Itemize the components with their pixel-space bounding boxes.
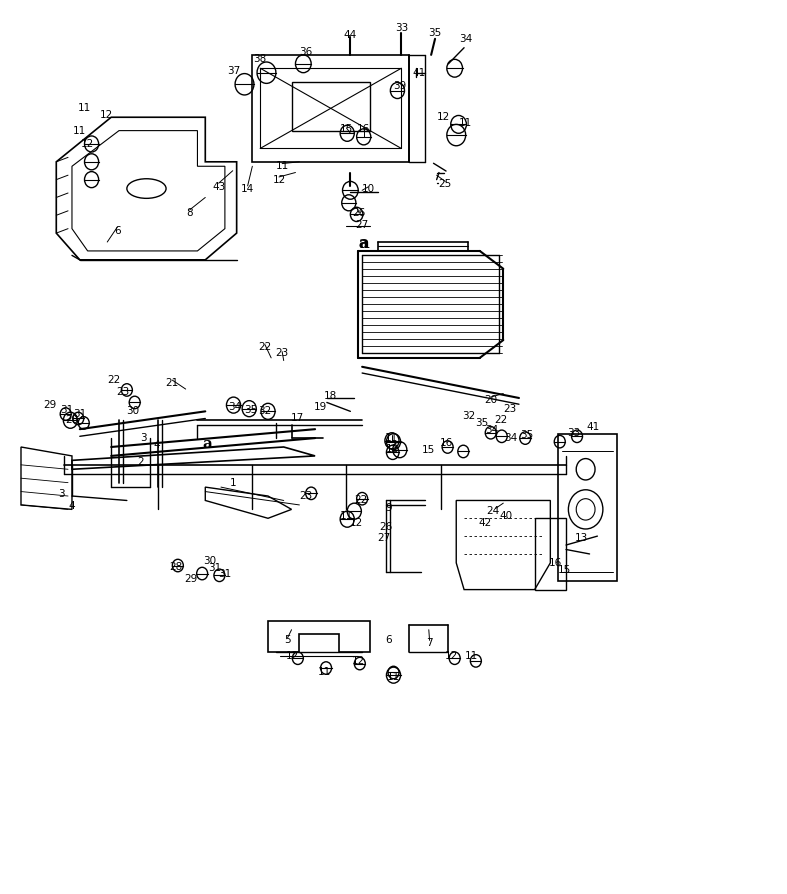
Text: 11: 11 (340, 510, 353, 520)
Text: 22: 22 (494, 416, 508, 426)
Text: 16: 16 (357, 124, 371, 134)
Text: 27: 27 (378, 533, 390, 543)
Text: 35: 35 (475, 417, 488, 428)
Text: 1: 1 (231, 477, 237, 487)
Text: 7: 7 (427, 638, 433, 648)
Text: a: a (359, 237, 368, 251)
Text: 9: 9 (386, 502, 392, 512)
Text: 23: 23 (116, 387, 130, 397)
Text: 32: 32 (462, 411, 475, 421)
Text: 14: 14 (241, 183, 254, 193)
Text: 23: 23 (299, 491, 312, 501)
Text: 21: 21 (166, 378, 179, 388)
Text: 11: 11 (465, 652, 478, 662)
Text: 11: 11 (275, 161, 289, 172)
Text: 26: 26 (379, 522, 392, 532)
Text: 24: 24 (486, 506, 500, 516)
Text: 37: 37 (227, 66, 240, 76)
Text: 25: 25 (438, 179, 452, 190)
Text: 35: 35 (244, 406, 257, 416)
Text: 12: 12 (386, 443, 399, 454)
Text: 10: 10 (362, 183, 375, 193)
Text: 18: 18 (324, 392, 338, 401)
Text: 12: 12 (286, 651, 299, 661)
Text: a: a (203, 437, 212, 451)
Text: 19: 19 (314, 402, 327, 412)
Text: a: a (358, 235, 369, 252)
Text: 31: 31 (73, 409, 87, 419)
Text: 34: 34 (459, 34, 472, 44)
Bar (534, 519, 566, 590)
Text: 31: 31 (218, 569, 231, 579)
Text: 2: 2 (138, 457, 144, 468)
Text: 15: 15 (558, 565, 571, 575)
Text: 12: 12 (437, 113, 450, 122)
Text: 12: 12 (81, 139, 94, 149)
Text: 29: 29 (183, 574, 197, 584)
Text: 42: 42 (478, 518, 492, 527)
Text: 3: 3 (57, 489, 65, 499)
Text: 23: 23 (275, 349, 289, 358)
Text: 12: 12 (272, 174, 286, 185)
Text: 41: 41 (412, 68, 425, 78)
Text: 35: 35 (520, 429, 534, 440)
Text: 41: 41 (587, 421, 600, 432)
Text: 3: 3 (140, 433, 146, 443)
Text: 30: 30 (126, 407, 139, 417)
Text: 22: 22 (107, 375, 120, 385)
Text: 36: 36 (299, 47, 312, 57)
Text: 33: 33 (567, 427, 581, 438)
Text: 34: 34 (228, 402, 242, 412)
Text: 11: 11 (73, 126, 87, 136)
Text: 29: 29 (43, 401, 57, 410)
Text: 15: 15 (340, 124, 353, 134)
Text: 16: 16 (549, 558, 562, 568)
Text: 6: 6 (114, 226, 120, 236)
Text: 23: 23 (503, 404, 516, 414)
Text: 34: 34 (504, 433, 518, 443)
Text: 12: 12 (445, 652, 458, 662)
Text: 4: 4 (153, 440, 160, 451)
Text: 11: 11 (78, 104, 91, 114)
Text: 22: 22 (258, 342, 272, 352)
Text: 28: 28 (65, 416, 79, 426)
Text: 12: 12 (352, 656, 365, 666)
Text: 16: 16 (440, 437, 453, 448)
Text: 26: 26 (353, 208, 366, 218)
Text: 11: 11 (387, 672, 400, 682)
Text: 38: 38 (253, 55, 267, 64)
Text: 44: 44 (344, 30, 357, 40)
Text: 35: 35 (428, 28, 442, 38)
Text: 30: 30 (203, 556, 216, 566)
Text: 40: 40 (500, 510, 513, 520)
Text: 27: 27 (356, 220, 369, 230)
Text: 11: 11 (386, 433, 398, 443)
Text: 4: 4 (68, 501, 76, 510)
Bar (291, 81, 370, 131)
Text: 17: 17 (290, 413, 304, 423)
Text: 32: 32 (258, 407, 272, 417)
Text: 12: 12 (350, 518, 364, 527)
Text: 12: 12 (100, 111, 113, 121)
Text: 34: 34 (485, 425, 498, 435)
Text: 11: 11 (459, 119, 472, 129)
Text: 20: 20 (484, 395, 497, 405)
Text: 5: 5 (284, 636, 291, 645)
Text: 11: 11 (318, 667, 331, 677)
Text: 28: 28 (169, 562, 182, 572)
Text: 31: 31 (208, 563, 221, 573)
Bar (558, 434, 617, 581)
Text: 13: 13 (575, 533, 589, 543)
Text: 6: 6 (386, 636, 392, 645)
Text: 22: 22 (354, 495, 368, 505)
Text: 8: 8 (187, 207, 193, 217)
Text: 15: 15 (422, 444, 435, 455)
Text: 33: 33 (395, 23, 408, 33)
Text: 39: 39 (394, 81, 406, 91)
Text: 31: 31 (60, 405, 73, 415)
Text: 43: 43 (212, 181, 225, 192)
